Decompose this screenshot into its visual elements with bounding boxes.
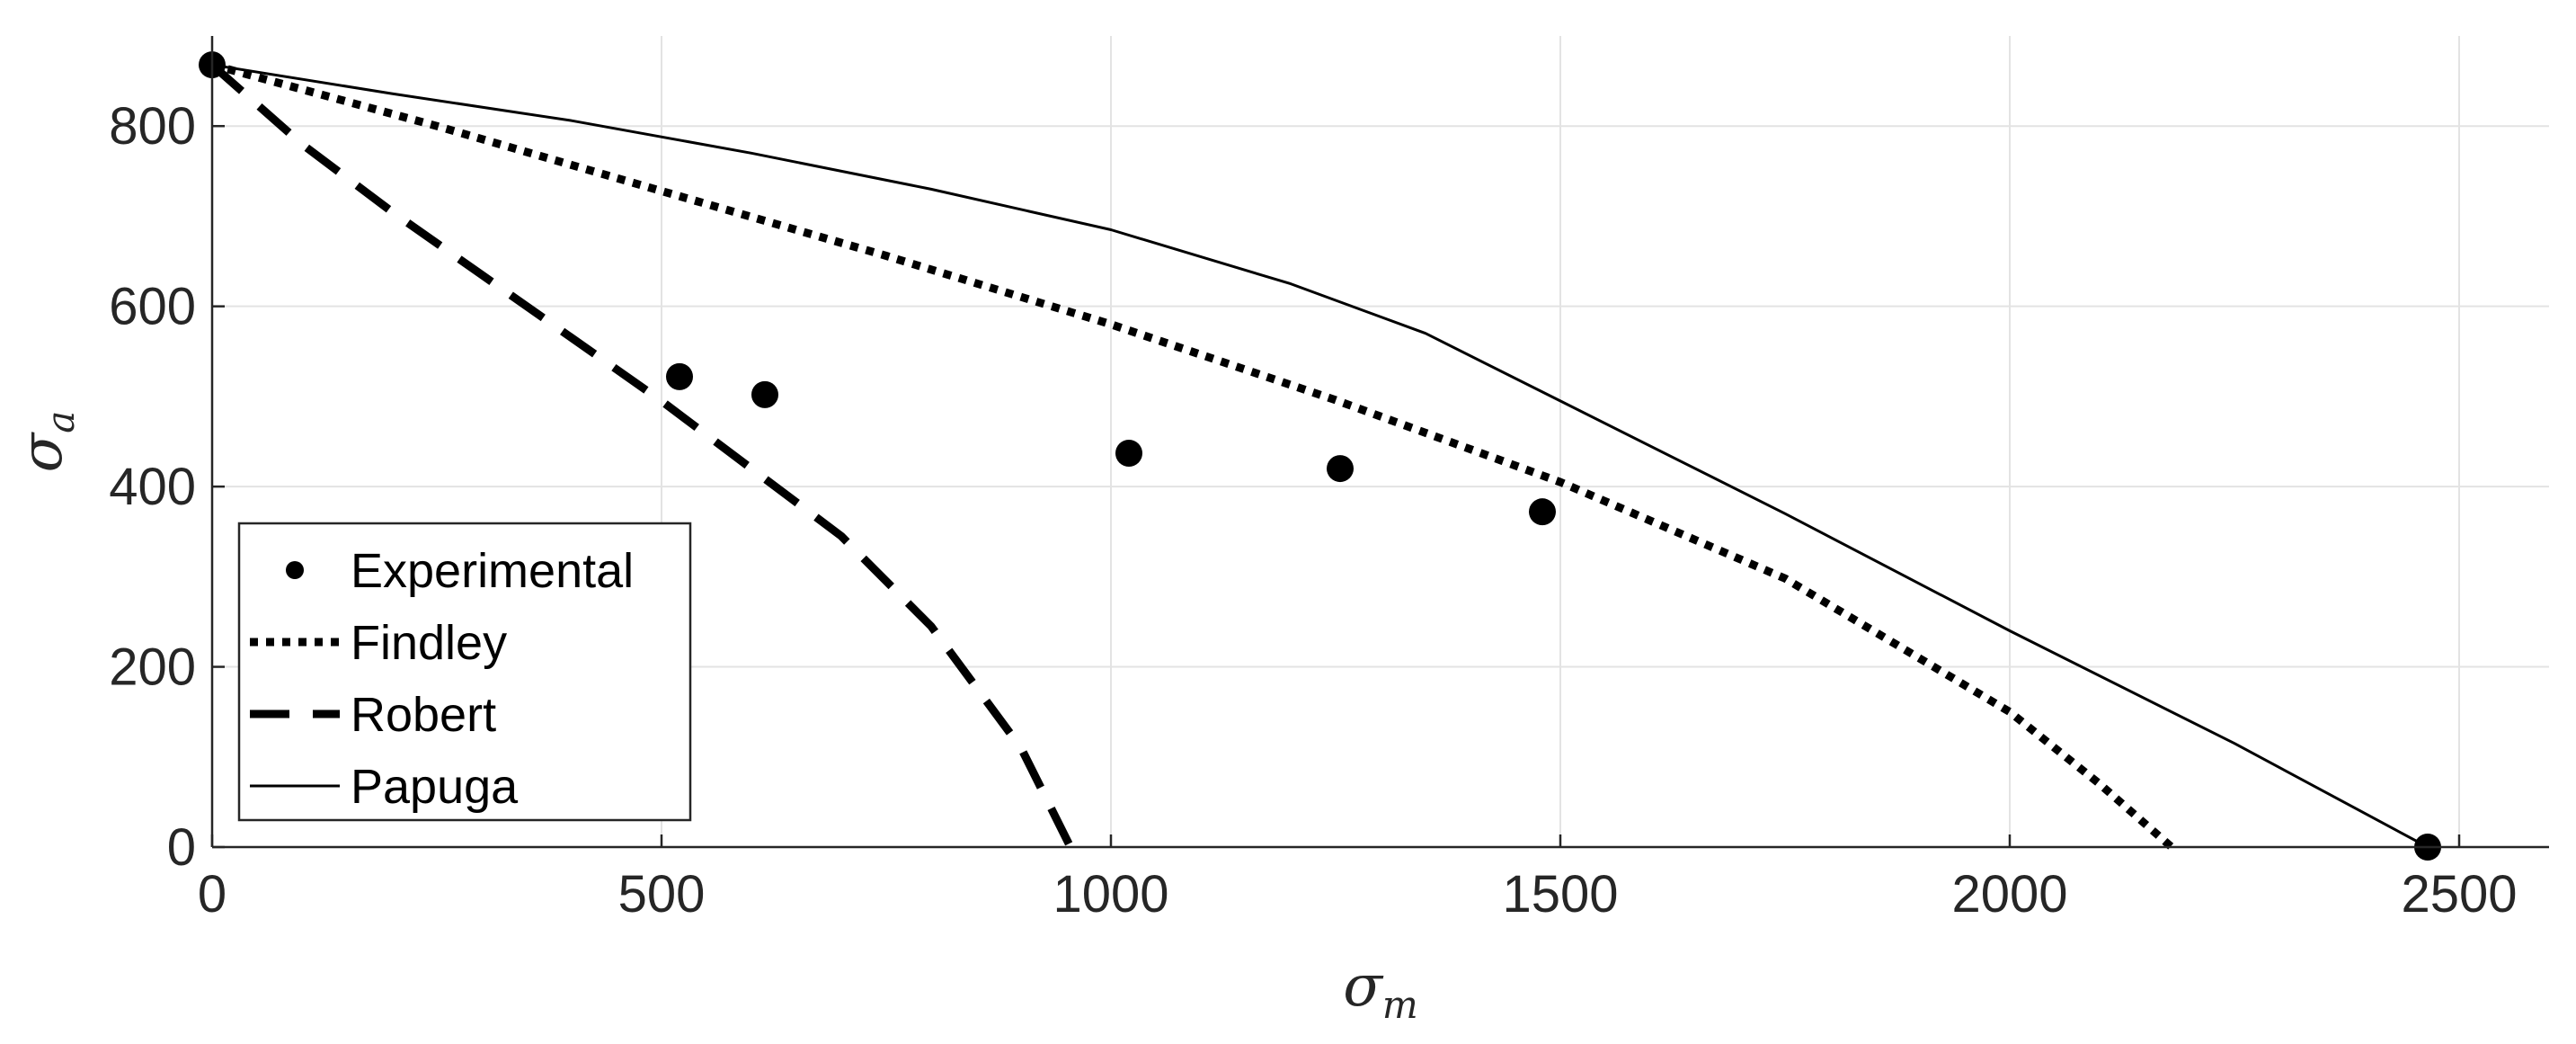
legend-label: Experimental	[351, 544, 634, 598]
x-tick-label: 1000	[1053, 865, 1168, 924]
y-axis-label: σa	[9, 411, 83, 473]
x-tick-label: 2500	[2401, 865, 2517, 924]
legend-box	[237, 522, 692, 822]
legend-item: Experimental	[286, 544, 634, 598]
x-tick-label: 500	[618, 865, 706, 924]
x-tick-label: 0	[198, 865, 227, 924]
y-tick-label: 400	[109, 458, 196, 516]
legend-item: Findley	[250, 616, 507, 670]
data-point	[666, 362, 693, 390]
y-tick-label: 200	[109, 638, 196, 697]
y-tick-label: 600	[109, 278, 196, 336]
axes	[210, 36, 2549, 849]
x-axis-label: σm	[1343, 953, 1418, 1027]
legend-marker	[286, 561, 304, 579]
series-findley	[210, 60, 2174, 851]
tick-labels: 0 500 1000 1500 2000 2500 0 200 400 600 800	[109, 97, 2517, 924]
series-line	[211, 63, 2429, 849]
y-tick-label: 800	[109, 97, 196, 156]
legend-label: Findley	[351, 616, 507, 670]
legend-label: Papuga	[351, 760, 519, 814]
series-line	[210, 60, 2174, 851]
legend-label: Robert	[351, 688, 496, 742]
legend-item: Papuga	[250, 760, 519, 814]
series-robert	[209, 61, 1075, 850]
data-point	[751, 380, 778, 408]
series-line	[209, 61, 1075, 850]
legend: Experimental Findley Robert Papuga	[237, 522, 692, 822]
data-point	[1529, 498, 1556, 526]
legend-item: Robert	[250, 688, 496, 742]
data-point	[1115, 440, 1142, 468]
data-point	[1327, 455, 1354, 483]
x-tick-label: 1500	[1502, 865, 1618, 924]
series-papuga	[211, 63, 2429, 849]
y-tick-label: 0	[167, 818, 196, 877]
x-tick-label: 2000	[1951, 865, 2067, 924]
